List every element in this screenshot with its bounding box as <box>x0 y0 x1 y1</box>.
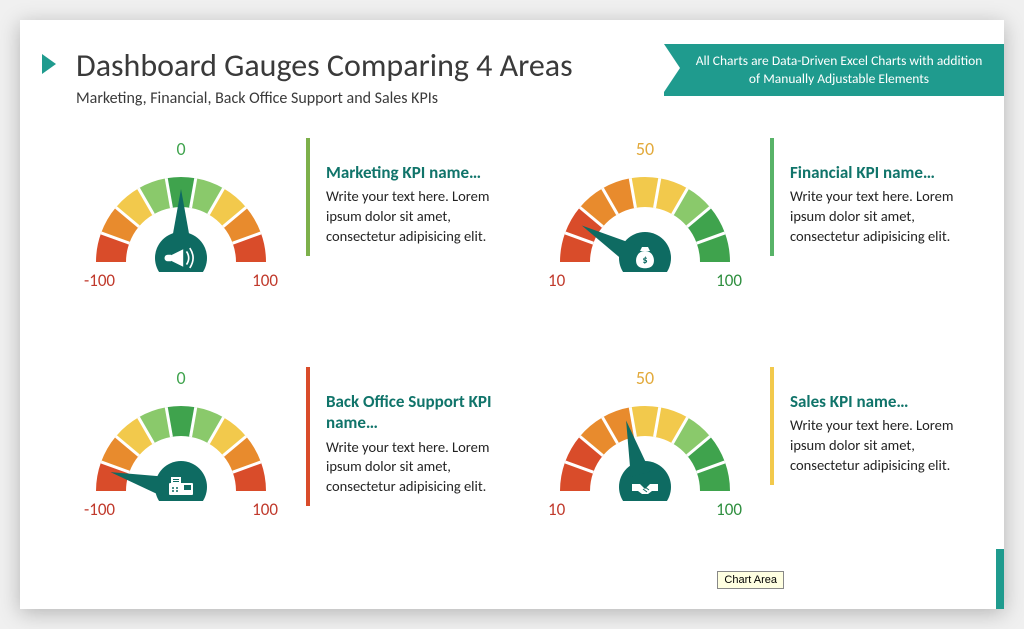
gauge-max-label: 100 <box>716 499 742 520</box>
gauge-bottom-labels: -100 100 <box>76 499 286 520</box>
gauge-svg <box>545 391 745 501</box>
gauge-top-label: 50 <box>540 367 750 389</box>
gauge-sales: 50 10 100 <box>540 367 750 520</box>
gauge-svg <box>81 162 281 272</box>
kpi-text: Sales KPI name… Write your text here. Lo… <box>770 367 964 485</box>
svg-text:$: $ <box>642 253 647 266</box>
chart-area-tooltip: Chart Area <box>717 571 784 589</box>
gauge-svg <box>81 391 281 501</box>
kpi-body: Write your text here. Lorem ipsum dolor … <box>326 187 500 246</box>
kpi-cell-financial: 50 $ 10 100 Financial KPI name… Write yo… <box>540 138 964 339</box>
gauge-min-label: -100 <box>84 270 115 291</box>
kpi-cell-marketing: 0 -100 100 Marketing KPI name… Write you… <box>76 138 500 339</box>
kpi-grid: 0 -100 100 Marketing KPI name… Write you… <box>76 138 964 568</box>
decorative-arrow <box>42 54 56 74</box>
kpi-title: Sales KPI name… <box>790 391 964 412</box>
gauge-top-label: 50 <box>540 138 750 160</box>
decorative-corner <box>996 549 1004 609</box>
kpi-text: Marketing KPI name… Write your text here… <box>306 138 500 256</box>
page-subtitle: Marketing, Financial, Back Office Suppor… <box>76 89 573 108</box>
gauge-top-label: 0 <box>76 367 286 389</box>
kpi-text: Back Office Support KPI name… Write your… <box>306 367 500 506</box>
page-title: Dashboard Gauges Comparing 4 Areas <box>76 48 573 83</box>
kpi-title: Financial KPI name… <box>790 162 964 183</box>
kpi-body: Write your text here. Lorem ipsum dolor … <box>326 438 500 497</box>
gauge-top-label: 0 <box>76 138 286 160</box>
kpi-body: Write your text here. Lorem ipsum dolor … <box>790 187 964 246</box>
kpi-text: Financial KPI name… Write your text here… <box>770 138 964 256</box>
kpi-title: Marketing KPI name… <box>326 162 500 183</box>
gauge-svg: $ <box>545 162 745 272</box>
gauge-min-label: -100 <box>84 499 115 520</box>
gauge-bottom-labels: -100 100 <box>76 270 286 291</box>
gauge-min-label: 10 <box>548 270 565 291</box>
header: Dashboard Gauges Comparing 4 Areas Marke… <box>76 48 964 108</box>
gauge-backoffice: 0 -100 100 <box>76 367 286 520</box>
gauge-bottom-labels: 10 100 <box>540 270 750 291</box>
info-ribbon: All Charts are Data-Driven Excel Charts … <box>664 44 1004 96</box>
gauge-max-label: 100 <box>716 270 742 291</box>
title-block: Dashboard Gauges Comparing 4 Areas Marke… <box>76 48 573 108</box>
kpi-cell-sales: 50 10 100 Sales KPI name… Write your tex… <box>540 367 964 568</box>
gauge-financial: 50 $ 10 100 <box>540 138 750 291</box>
gauge-max-label: 100 <box>252 499 278 520</box>
slide: Dashboard Gauges Comparing 4 Areas Marke… <box>20 20 1004 609</box>
kpi-body: Write your text here. Lorem ipsum dolor … <box>790 416 964 475</box>
kpi-cell-backoffice: 0 -100 100 Back Office Support KPI name…… <box>76 367 500 568</box>
gauge-max-label: 100 <box>252 270 278 291</box>
gauge-bottom-labels: 10 100 <box>540 499 750 520</box>
kpi-title: Back Office Support KPI name… <box>326 391 500 434</box>
gauge-marketing: 0 -100 100 <box>76 138 286 291</box>
gauge-min-label: 10 <box>548 499 565 520</box>
